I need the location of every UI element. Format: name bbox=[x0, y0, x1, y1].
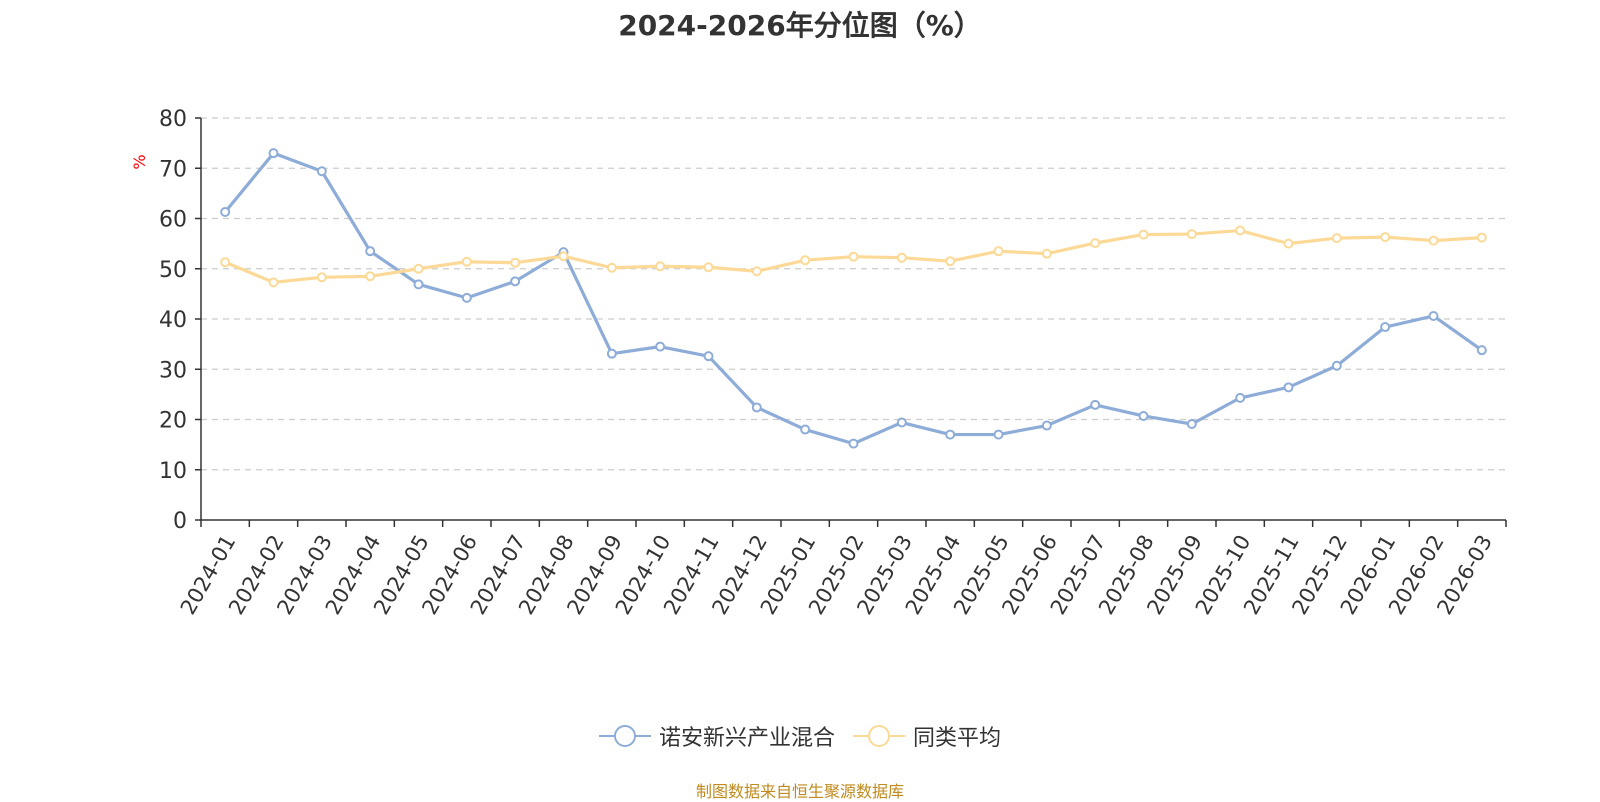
data-point[interactable] bbox=[1476, 345, 1487, 356]
data-point[interactable] bbox=[316, 166, 327, 177]
data-point[interactable] bbox=[1235, 392, 1246, 403]
data-point[interactable] bbox=[413, 279, 424, 290]
data-point[interactable] bbox=[1138, 410, 1149, 421]
y-tick-labels: 0 10 20 30 40 50 60 70 80 bbox=[159, 107, 187, 534]
y-tick-label: 70 bbox=[159, 157, 187, 182]
legend-item-series-b[interactable]: 同类平均 bbox=[853, 720, 1001, 752]
data-point[interactable] bbox=[1186, 419, 1197, 430]
series-line-0 bbox=[223, 151, 1483, 446]
data-point[interactable] bbox=[1138, 229, 1149, 240]
axes bbox=[195, 117, 1507, 527]
data-point[interactable] bbox=[1380, 232, 1391, 243]
data-point[interactable] bbox=[1476, 232, 1487, 243]
data-point[interactable] bbox=[268, 148, 279, 159]
y-tick-label: 40 bbox=[159, 308, 187, 333]
data-point[interactable] bbox=[558, 251, 569, 262]
data-point[interactable] bbox=[510, 257, 521, 268]
y-axis-unit-label: % bbox=[130, 154, 149, 169]
data-point[interactable] bbox=[1090, 399, 1101, 410]
data-point[interactable] bbox=[606, 262, 617, 273]
data-point[interactable] bbox=[993, 246, 1004, 257]
data-point[interactable] bbox=[896, 252, 907, 263]
data-point[interactable] bbox=[510, 276, 521, 287]
data-point[interactable] bbox=[703, 351, 714, 362]
legend-item-series-a[interactable]: 诺安新兴产业混合 bbox=[598, 720, 835, 752]
data-point[interactable] bbox=[945, 256, 956, 267]
data-point[interactable] bbox=[1283, 382, 1294, 393]
data-point[interactable] bbox=[896, 417, 907, 428]
legend-line-circle-icon bbox=[853, 725, 905, 747]
data-point[interactable] bbox=[461, 292, 472, 303]
y-tick-label: 80 bbox=[159, 107, 187, 132]
legend-label-series-b: 同类平均 bbox=[913, 726, 1002, 751]
source-note: 制图数据来自恒生聚源数据库 bbox=[695, 782, 904, 801]
y-tick-label: 10 bbox=[159, 459, 187, 484]
data-point[interactable] bbox=[316, 272, 327, 283]
data-point[interactable] bbox=[993, 429, 1004, 440]
data-point[interactable] bbox=[1283, 238, 1294, 249]
data-point[interactable] bbox=[461, 256, 472, 267]
data-point[interactable] bbox=[413, 263, 424, 274]
y-tick-label: 20 bbox=[159, 409, 187, 434]
legend: 诺安新兴产业混合 同类平均 bbox=[0, 720, 1600, 752]
grid-lines bbox=[201, 117, 1506, 471]
data-point[interactable] bbox=[848, 438, 859, 449]
data-point[interactable] bbox=[655, 341, 666, 352]
data-point[interactable] bbox=[1041, 248, 1052, 259]
data-point[interactable] bbox=[703, 262, 714, 273]
data-point[interactable] bbox=[220, 257, 231, 268]
chart-title: 2024-2026年分位图（%） bbox=[618, 9, 982, 42]
data-point[interactable] bbox=[800, 424, 811, 435]
data-point[interactable] bbox=[1235, 225, 1246, 236]
legend-line-circle-icon bbox=[598, 725, 651, 747]
data-point[interactable] bbox=[1331, 360, 1342, 371]
line-chart: % 0 10 20 30 40 50 60 70 80 2024-012024-022024-0… bbox=[130, 107, 1507, 619]
data-point[interactable] bbox=[1380, 322, 1391, 333]
legend-label-series-a: 诺安新兴产业混合 bbox=[658, 726, 835, 751]
data-point[interactable] bbox=[1331, 233, 1342, 244]
data-point[interactable] bbox=[848, 251, 859, 262]
x-tick-labels: 2024-012024-022024-032024-042024-052024-… bbox=[176, 531, 1497, 619]
data-point[interactable] bbox=[365, 246, 376, 257]
series-lines bbox=[220, 148, 1487, 449]
y-tick-label: 60 bbox=[159, 208, 187, 233]
data-point[interactable] bbox=[1090, 238, 1101, 249]
y-tick-label: 0 bbox=[173, 509, 187, 534]
data-point[interactable] bbox=[220, 206, 231, 217]
data-point[interactable] bbox=[751, 402, 762, 413]
data-point[interactable] bbox=[1186, 229, 1197, 240]
y-tick-label: 50 bbox=[159, 258, 187, 283]
data-point[interactable] bbox=[268, 277, 279, 288]
y-tick-label: 30 bbox=[159, 358, 187, 383]
data-point[interactable] bbox=[800, 255, 811, 266]
data-point[interactable] bbox=[1428, 235, 1439, 246]
data-point[interactable] bbox=[1428, 310, 1439, 321]
data-point[interactable] bbox=[751, 266, 762, 277]
data-point[interactable] bbox=[1041, 420, 1052, 431]
data-point[interactable] bbox=[655, 261, 666, 272]
data-point[interactable] bbox=[606, 348, 617, 359]
data-point[interactable] bbox=[365, 271, 376, 282]
data-point[interactable] bbox=[945, 429, 956, 440]
